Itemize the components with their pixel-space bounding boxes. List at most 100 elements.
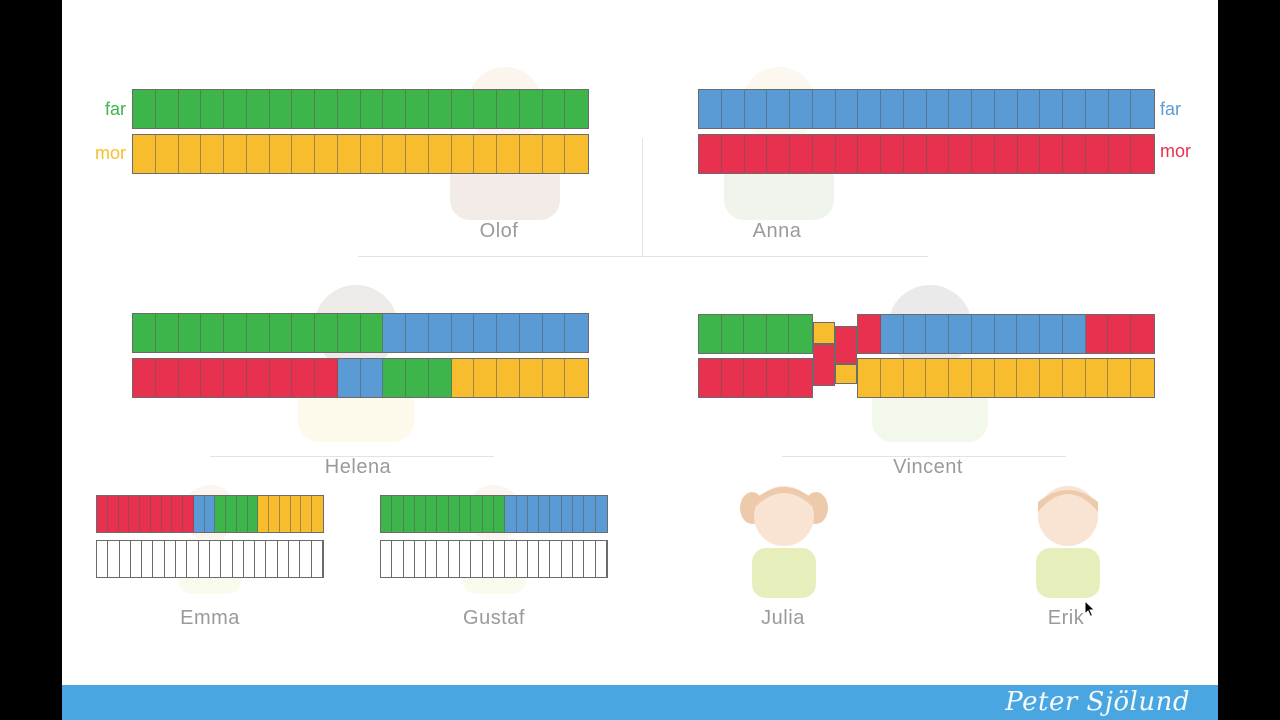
gene-block: [178, 359, 202, 397]
gene-block: [201, 90, 224, 128]
gene-block: [315, 359, 338, 397]
gene-block: [224, 135, 247, 173]
gene-block: [451, 135, 475, 173]
gene-block: [482, 541, 494, 577]
gene-block: [448, 496, 461, 532]
gene-block: [187, 541, 199, 577]
gene-block: [767, 90, 790, 128]
olof-far-label: far: [104, 99, 126, 119]
gene-block: [448, 541, 461, 577]
gene-block: [1062, 315, 1086, 353]
gene-block: [972, 90, 995, 128]
gene-block: [971, 315, 995, 353]
gene-block: [595, 496, 607, 532]
gene-block: [269, 314, 293, 352]
helena-name: Helena: [324, 456, 392, 478]
anna-mor-label: mor: [1160, 141, 1191, 161]
gene-block: [858, 359, 881, 397]
gene-block: [699, 135, 722, 173]
gene-block: [926, 315, 950, 353]
gene-block: [972, 135, 995, 173]
tree-line: [642, 138, 643, 256]
gene-block: [246, 314, 270, 352]
gene-block: [573, 541, 585, 577]
gene-block: [247, 496, 259, 532]
gene-block: [565, 135, 588, 173]
gene-block: [561, 496, 574, 532]
gene-block: [949, 135, 972, 173]
gene-block: [971, 359, 995, 397]
gene-block: [236, 496, 248, 532]
gene-block: [426, 496, 438, 532]
gene-block: [766, 315, 790, 353]
gene-block: [406, 90, 429, 128]
gene-block: [1085, 315, 1109, 353]
gene-block: [201, 359, 224, 397]
gene-block: [497, 135, 520, 173]
gene-block: [150, 496, 162, 532]
gene-block: [903, 315, 927, 353]
gene-block: [201, 135, 224, 173]
gene-block: [269, 359, 293, 397]
gene-block: [584, 541, 596, 577]
gene-block: [573, 496, 585, 532]
gene-block: [994, 359, 1018, 397]
vincent-name: Vincent: [893, 456, 963, 478]
gene-block: [542, 90, 566, 128]
gene-block: [130, 541, 143, 577]
gene-block: [224, 90, 247, 128]
gene-block: [474, 90, 497, 128]
olof-mor-label: mor: [95, 143, 126, 163]
gene-block: [1017, 135, 1041, 173]
olof-name: Olof: [479, 220, 519, 242]
gene-block: [994, 135, 1018, 173]
gene-block: [292, 90, 315, 128]
gene-block: [209, 541, 222, 577]
gene-block: [474, 359, 497, 397]
gene-block: [1063, 90, 1086, 128]
gene-block: [1108, 135, 1132, 173]
gene-block: [835, 135, 859, 173]
gene-block: [172, 496, 183, 532]
gene-block: [119, 541, 131, 577]
gene-block: [949, 359, 972, 397]
gene-block: [129, 496, 140, 532]
gene-block: [903, 135, 927, 173]
gene-block: [903, 359, 927, 397]
gene-block: [290, 496, 302, 532]
julia-name: Julia: [761, 607, 805, 629]
gene-block: [1085, 359, 1109, 397]
gene-block: [497, 90, 520, 128]
gene-block: [201, 314, 224, 352]
gene-block: [360, 90, 384, 128]
gene-block: [155, 90, 179, 128]
gene-block: [505, 496, 517, 532]
gene-block: [542, 135, 566, 173]
gene-block: [381, 496, 393, 532]
gene-block: [428, 90, 452, 128]
gene-block: [360, 314, 384, 352]
gene-block: [133, 135, 156, 173]
gustaf-name: Gustaf: [463, 607, 525, 629]
gene-block: [403, 496, 415, 532]
gene-block: [315, 90, 338, 128]
erik-name: Erik: [1047, 607, 1085, 629]
gene-block: [178, 90, 202, 128]
vincent-top-right-strand: [857, 314, 1155, 354]
gene-block: [451, 314, 475, 352]
gene-block: [926, 135, 950, 173]
gene-block: [471, 541, 483, 577]
gene-block: [721, 359, 745, 397]
gene-block: [97, 496, 108, 532]
gene-block: [766, 359, 790, 397]
gene-block: [744, 315, 767, 353]
gene-block: [1085, 90, 1109, 128]
gene-block: [1040, 135, 1063, 173]
gene-block: [858, 135, 881, 173]
gene-block: [428, 314, 452, 352]
gene-block: [1062, 359, 1086, 397]
gene-block: [881, 135, 904, 173]
gene-block: [505, 541, 517, 577]
gene-block: [721, 315, 745, 353]
gene-block: [519, 90, 543, 128]
